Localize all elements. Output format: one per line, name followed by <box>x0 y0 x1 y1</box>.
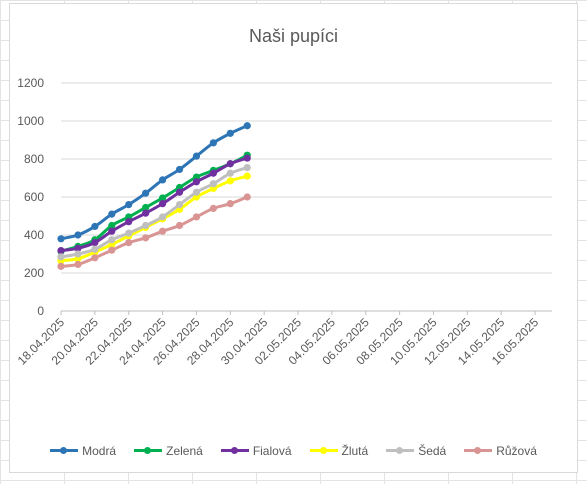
data-point[interactable] <box>142 189 150 197</box>
data-point[interactable] <box>226 160 234 168</box>
data-point[interactable] <box>108 221 116 230</box>
data-point[interactable] <box>192 188 201 196</box>
data-point[interactable] <box>158 200 167 208</box>
data-point[interactable] <box>142 203 150 212</box>
data-point[interactable] <box>108 227 116 235</box>
data-point[interactable] <box>226 200 234 208</box>
data-point[interactable] <box>158 227 167 235</box>
y-tick-label: 0 <box>37 304 44 318</box>
data-point[interactable] <box>158 176 167 184</box>
data-point[interactable] <box>57 235 65 243</box>
data-point[interactable] <box>74 250 82 258</box>
legend-swatch <box>464 446 493 456</box>
data-point[interactable] <box>74 244 82 252</box>
data-point[interactable] <box>125 201 133 209</box>
y-tick-label: 200 <box>24 266 44 280</box>
data-point[interactable] <box>243 172 251 180</box>
data-point[interactable] <box>91 222 99 231</box>
legend-swatch <box>50 446 79 456</box>
legend-swatch <box>134 446 163 456</box>
data-point[interactable] <box>209 204 217 212</box>
legend-label: Zelená <box>166 444 203 458</box>
chart-title: Naši pupíci <box>248 26 339 46</box>
data-point[interactable] <box>192 178 201 186</box>
data-point[interactable] <box>243 122 251 130</box>
plot-area: 02004006008001000120018.04.202520.04.202… <box>15 76 552 368</box>
data-point[interactable] <box>91 239 99 247</box>
data-point[interactable] <box>209 169 217 177</box>
series-line-3[interactable] <box>60 174 248 263</box>
legend-swatch <box>386 446 415 456</box>
y-tick-label: 1200 <box>17 76 44 90</box>
chart-area[interactable]: Naši pupíci 0 200 400 600 800 1000 1200 18.04.2… <box>9 3 578 473</box>
data-point[interactable] <box>226 169 234 177</box>
data-point[interactable] <box>175 188 184 196</box>
legend-swatch <box>220 446 249 456</box>
data-point[interactable] <box>142 221 150 230</box>
legend-item[interactable]: Fialová <box>220 444 292 458</box>
legend-label: Šedá <box>418 444 447 458</box>
data-point[interactable] <box>57 246 65 255</box>
data-point[interactable] <box>243 154 251 162</box>
data-point[interactable] <box>108 236 116 244</box>
data-point[interactable] <box>175 165 184 174</box>
y-tick-label: 800 <box>24 152 44 166</box>
legend-swatch <box>309 446 338 456</box>
data-point[interactable] <box>108 210 116 218</box>
data-point[interactable] <box>209 139 217 147</box>
data-point[interactable] <box>91 245 99 253</box>
data-point[interactable] <box>243 163 251 172</box>
data-point[interactable] <box>142 209 150 217</box>
data-point[interactable] <box>192 152 201 160</box>
data-point[interactable] <box>175 221 184 230</box>
legend-item[interactable]: Růžová <box>464 444 537 458</box>
data-point[interactable] <box>74 260 82 269</box>
data-point[interactable] <box>91 254 99 262</box>
chart-legend[interactable]: Modrá Zelená Fialová Žlutá Šedá Růžová <box>10 444 577 458</box>
data-point[interactable] <box>57 262 65 270</box>
data-point[interactable] <box>243 193 251 201</box>
data-point[interactable] <box>125 229 133 237</box>
legend-label: Žlutá <box>341 444 369 458</box>
y-tick-label: 400 <box>24 228 44 242</box>
data-point[interactable] <box>158 213 167 221</box>
y-tick-label: 1000 <box>17 114 44 128</box>
data-point[interactable] <box>192 213 201 221</box>
legend-item[interactable]: Modrá <box>50 444 116 458</box>
data-point[interactable] <box>142 234 150 242</box>
y-tick-label: 600 <box>24 190 44 204</box>
data-point[interactable] <box>125 239 133 247</box>
data-point[interactable] <box>209 180 217 188</box>
data-point[interactable] <box>158 194 167 202</box>
data-point[interactable] <box>175 201 184 209</box>
legend-label: Fialová <box>252 444 292 458</box>
data-point[interactable] <box>226 129 234 137</box>
legend-label: Růžová <box>496 444 537 458</box>
legend-item[interactable]: Žlutá <box>309 444 369 458</box>
data-point[interactable] <box>74 231 82 239</box>
legend-item[interactable]: Zelená <box>134 444 203 458</box>
data-point[interactable] <box>57 253 65 261</box>
data-point[interactable] <box>125 218 133 226</box>
legend-item[interactable]: Šedá <box>386 444 446 458</box>
legend-label: Modrá <box>82 444 117 458</box>
data-point[interactable] <box>108 246 116 254</box>
data-point[interactable] <box>226 177 234 185</box>
